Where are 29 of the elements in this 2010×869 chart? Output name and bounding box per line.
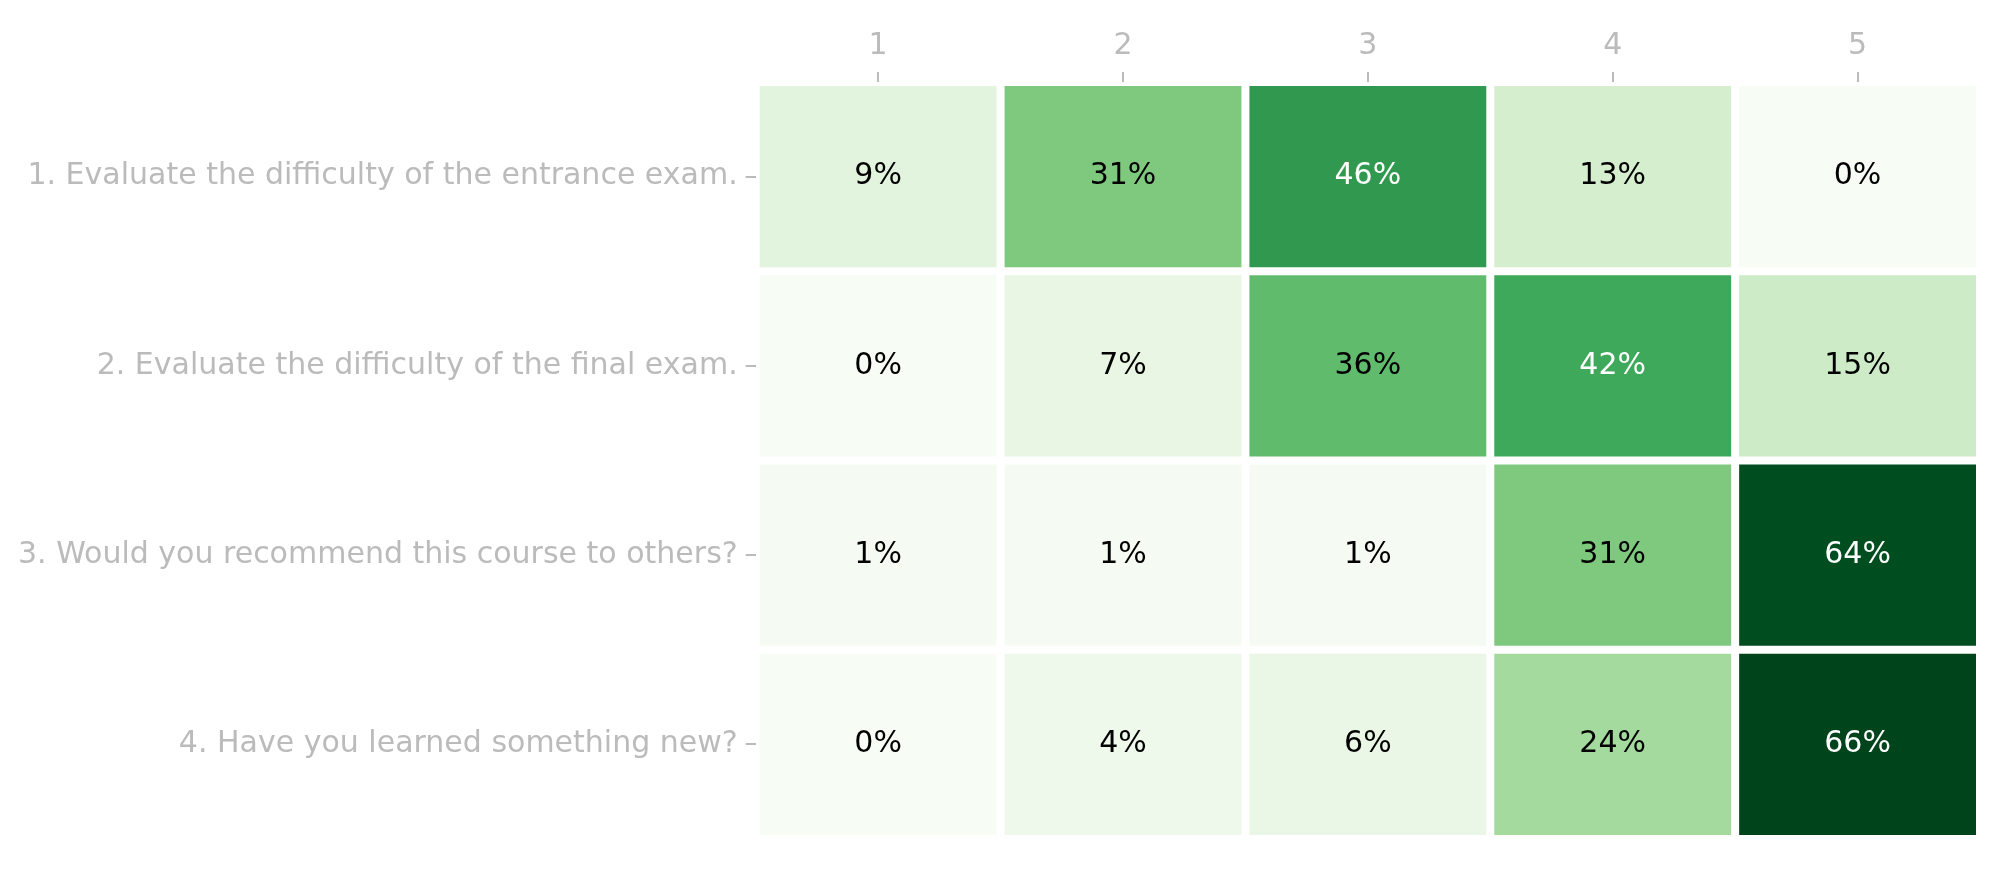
data-label: 24%	[1579, 724, 1647, 760]
data-label: 9%	[854, 156, 902, 192]
data-label: 64%	[1824, 534, 1891, 570]
data-label: 36%	[1334, 345, 1402, 381]
x-tick-label: 1	[868, 25, 888, 61]
data-label: 6%	[1344, 724, 1392, 760]
data-label: 1%	[854, 534, 902, 570]
x-tick-label: 3	[1358, 25, 1378, 61]
data-label: 15%	[1824, 345, 1891, 381]
data-label: 1%	[1344, 534, 1392, 570]
data-label: 0%	[854, 724, 902, 760]
data-label: 1%	[1099, 534, 1147, 570]
data-label: 31%	[1089, 156, 1157, 192]
data-label: 0%	[1833, 156, 1882, 192]
data-label: 13%	[1579, 156, 1647, 192]
x-tick-label: 4	[1603, 25, 1623, 61]
y-tick-label: 3. Would you recommend this course to others?	[17, 534, 738, 570]
y-tick-label: 2. Evaluate the difficulty of the final exam.	[96, 345, 738, 381]
data-label: 46%	[1334, 156, 1402, 192]
data-label: 4%	[1099, 724, 1147, 760]
data-label: 42%	[1579, 345, 1647, 381]
x-tick-label: 5	[1848, 25, 1868, 61]
data-label: 31%	[1579, 534, 1647, 570]
data-label: 66%	[1824, 724, 1891, 760]
y-tick-label: 4. Have you learned something new?	[178, 724, 738, 760]
data-label: 0%	[854, 345, 902, 381]
y-tick-label: 1. Evaluate the difficulty of the entrance exam.	[27, 156, 738, 192]
data-label: 7%	[1099, 345, 1147, 381]
x-tick-label: 2	[1113, 25, 1133, 61]
